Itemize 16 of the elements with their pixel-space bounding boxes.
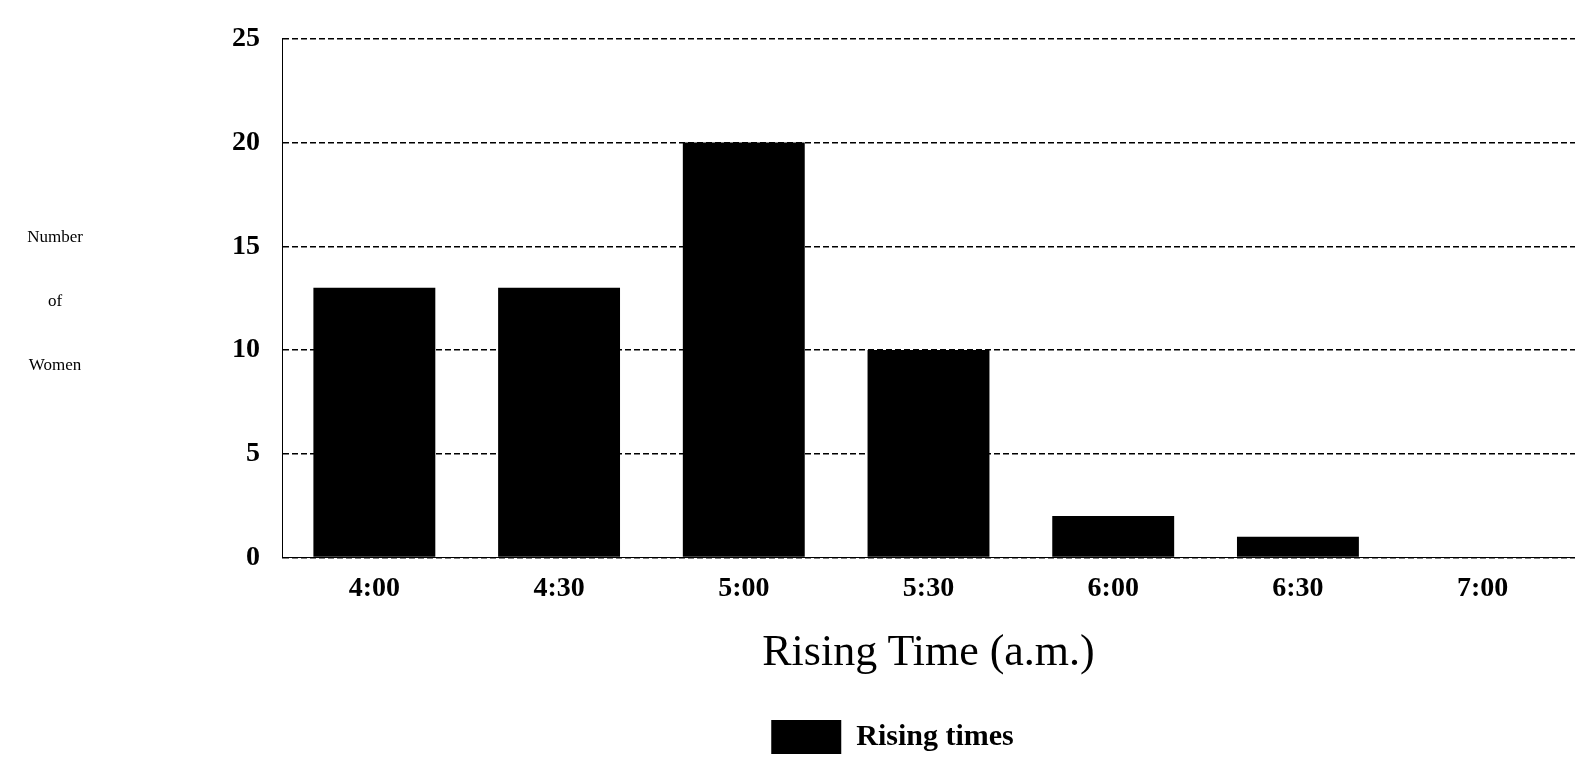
x-tick-label: 4:30 xyxy=(533,570,585,602)
x-tick-label: 4:00 xyxy=(348,570,401,602)
x-axis-title: Rising Time (a.m.) xyxy=(762,626,1095,676)
y-tick-label: 10 xyxy=(232,332,260,364)
y-tick-label: 0 xyxy=(246,539,260,571)
text: Number of Women xyxy=(27,227,83,374)
y-tick-label: 20 xyxy=(232,124,260,156)
y-tick-label: 5 xyxy=(246,436,260,468)
y-tick-label: 25 xyxy=(232,21,260,53)
x-tick-label: 5:00 xyxy=(718,570,770,602)
legend-label: Rising times xyxy=(856,717,1014,751)
x-tick-label: 6:00 xyxy=(1087,570,1139,602)
x-tick-label: 5:30 xyxy=(902,570,955,602)
y-tick-label: 15 xyxy=(232,228,260,260)
x-tick-label: 6:30 xyxy=(1272,570,1324,602)
x-tick-label: 7:00 xyxy=(1456,570,1509,602)
